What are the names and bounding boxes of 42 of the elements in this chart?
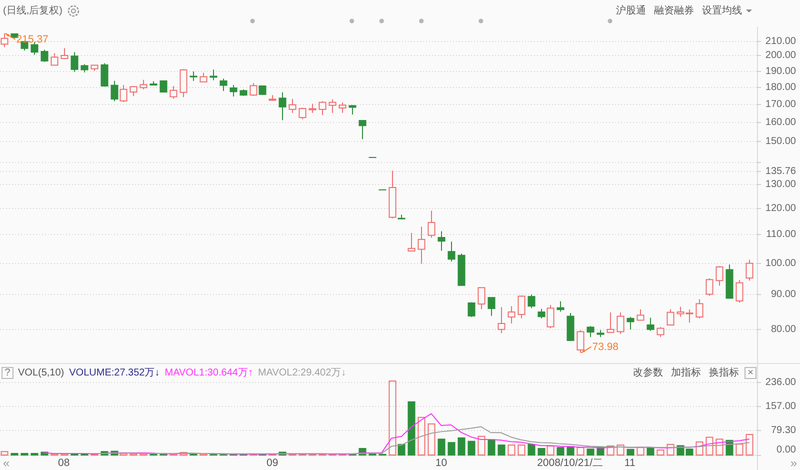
x-tick-label: 2008/10/21/二 bbox=[537, 457, 604, 469]
y-tick-label: 150.00 bbox=[765, 136, 796, 147]
annotation: 加指标 bbox=[671, 366, 701, 378]
annotation: ? bbox=[4, 368, 11, 378]
annotation: 改参数 bbox=[633, 366, 663, 378]
y-tick-label: 210.00 bbox=[765, 36, 796, 47]
x-tick-label: 10 bbox=[435, 457, 448, 469]
x-tick-label: 11 bbox=[624, 457, 636, 469]
text: MAVOL1:30.644万↑ bbox=[164, 368, 253, 378]
annotation: 215.37 bbox=[16, 33, 49, 46]
x-tick-label: 09 bbox=[266, 457, 278, 469]
y-tick-label: 0.00 bbox=[776, 444, 796, 456]
y-tick-label: 80.00 bbox=[770, 324, 796, 335]
text: MAVOL2:29.402万↓ bbox=[258, 368, 346, 378]
annotation: VOLUME:27.352万↓ bbox=[69, 368, 160, 378]
button-close: × bbox=[744, 367, 756, 379]
text: » bbox=[790, 456, 798, 470]
y-tick-label: 100.00 bbox=[765, 258, 796, 269]
y-tick-label: 130.00 bbox=[765, 179, 796, 190]
text: 设置均线 bbox=[702, 4, 742, 16]
y-tick-label: 180.00 bbox=[765, 82, 796, 93]
y-tick-label: 110.00 bbox=[766, 229, 796, 240]
text: 融资融券 bbox=[654, 4, 694, 16]
y-tick-label: 79.30 bbox=[770, 425, 796, 436]
annotation: × bbox=[748, 368, 754, 378]
annotation: 73.98 bbox=[592, 340, 619, 353]
y-tick-label: 190.00 bbox=[765, 66, 796, 77]
text: 沪股通 bbox=[616, 4, 646, 16]
y-tick-label: 200.00 bbox=[765, 50, 796, 61]
y-tick-label: 236.00 bbox=[765, 377, 796, 388]
y-tick-label: 160.00 bbox=[765, 117, 796, 128]
chart-subtitle: (日线,后复权) bbox=[3, 4, 62, 16]
y-tick-label: 90.00 bbox=[770, 289, 796, 300]
x-tick-label: 08 bbox=[58, 457, 70, 469]
text: « bbox=[3, 456, 10, 470]
y-tick-label: 135.76 bbox=[765, 166, 796, 177]
chart-title: VOL(5,10) bbox=[18, 368, 64, 378]
button-help: ? bbox=[2, 367, 14, 379]
y-tick-label: 157.00 bbox=[765, 401, 796, 412]
annotation: 换指标 bbox=[709, 366, 739, 378]
y-tick-label: 170.00 bbox=[765, 99, 796, 110]
y-tick-label: 120.00 bbox=[765, 203, 796, 214]
